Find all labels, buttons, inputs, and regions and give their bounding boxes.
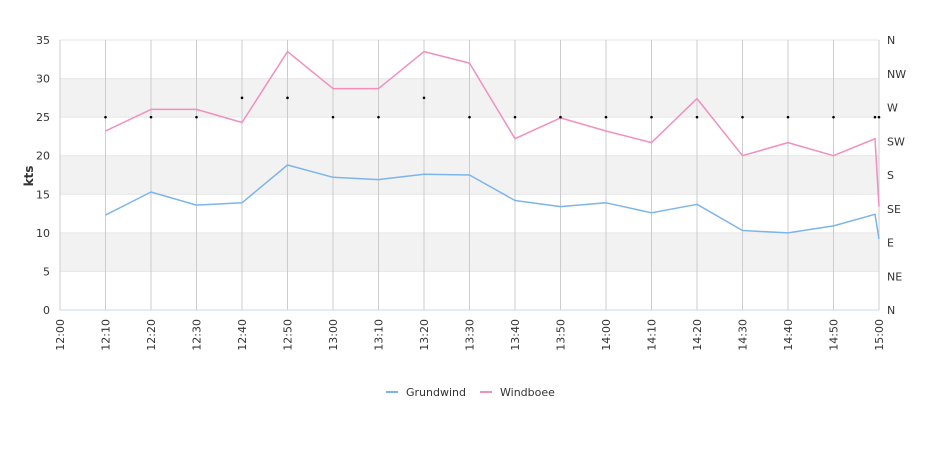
y-tick-label: 25 (36, 111, 50, 124)
direction-marker (877, 115, 881, 119)
direction-marker (604, 115, 608, 119)
y-axis-label: kts (22, 166, 36, 187)
y-tick-label: 5 (43, 265, 50, 278)
direction-tick-label: N (887, 34, 895, 47)
y-tick-label: 15 (36, 188, 50, 201)
x-tick-label: 13:00 (327, 319, 340, 351)
x-tick-label: 14:30 (737, 319, 750, 351)
x-tick-label: 15:00 (873, 319, 886, 351)
direction-marker (195, 115, 198, 119)
direction-tick-label: NW (887, 68, 906, 81)
x-tick-label: 12:20 (145, 319, 158, 351)
series-line (105, 50, 880, 207)
direction-marker (650, 115, 653, 119)
legend-label: Windboee (500, 386, 555, 399)
series-line (105, 164, 880, 240)
y-tick-label: 20 (36, 150, 50, 163)
legend[interactable]: Grundwind Windboee (386, 386, 555, 399)
legend-item[interactable]: Grundwind (386, 386, 466, 399)
x-tick-label: 12:30 (191, 319, 204, 351)
direction-tick-label: SW (887, 135, 905, 148)
direction-marker (873, 115, 877, 119)
x-tick-label: 14:40 (782, 319, 795, 351)
direction-marker (377, 115, 380, 119)
direction-marker (422, 96, 426, 100)
axes: 0 5 10 15 20 25 30 35 N NE E SE S SW W NW N 12:00 12:10 12:… (36, 34, 906, 351)
x-tick-label: 14:10 (646, 319, 659, 351)
direction-marker (468, 115, 471, 119)
x-tick-label: 13:40 (509, 319, 522, 351)
x-tick-label: 12:40 (236, 319, 249, 351)
x-tick-label: 13:50 (555, 319, 568, 351)
y-tick-label: 30 (36, 73, 50, 86)
x-tick-label: 13:20 (418, 319, 431, 351)
x-tick-label: 12:50 (282, 319, 295, 351)
x-tick-label: 12:10 (100, 319, 113, 351)
y-tick-label: 35 (36, 34, 50, 47)
legend-item[interactable]: Windboee (480, 386, 555, 399)
series-layer (105, 50, 880, 240)
direction-tick-label: S (887, 169, 894, 182)
direction-marker (741, 115, 744, 119)
direction-tick-label: NE (887, 270, 902, 283)
x-tick-label: 14:50 (828, 319, 841, 351)
direction-tick-label: E (887, 237, 894, 250)
direction-marker (331, 115, 335, 119)
x-tick-label: 14:20 (691, 319, 704, 351)
direction-markers (104, 96, 881, 119)
x-tick-label: 14:00 (600, 319, 613, 351)
y-tick-label: 0 (43, 304, 50, 317)
direction-marker (695, 115, 699, 119)
direction-tick-label: W (887, 102, 898, 115)
direction-marker (513, 115, 517, 119)
x-tick-label: 13:30 (464, 319, 477, 351)
direction-marker (149, 115, 153, 119)
direction-marker (832, 115, 835, 119)
direction-marker (104, 115, 107, 119)
direction-tick-label: SE (887, 203, 901, 216)
x-tick-label: 12:00 (54, 319, 67, 351)
x-tick-label: 13:10 (373, 319, 386, 351)
legend-label: Grundwind (406, 386, 466, 399)
y-tick-label: 10 (36, 227, 50, 240)
direction-marker (240, 96, 244, 100)
direction-marker (559, 115, 562, 119)
direction-marker (786, 115, 790, 119)
direction-marker (286, 96, 289, 100)
direction-tick-label: N (887, 304, 895, 317)
